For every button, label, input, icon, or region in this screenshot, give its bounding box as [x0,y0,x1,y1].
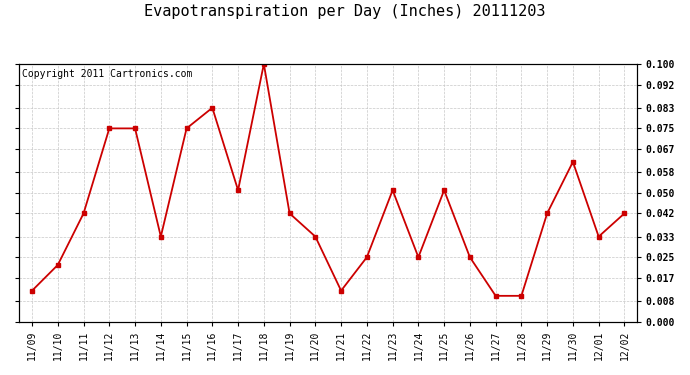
Text: Copyright 2011 Cartronics.com: Copyright 2011 Cartronics.com [22,69,193,79]
Text: Evapotranspiration per Day (Inches) 20111203: Evapotranspiration per Day (Inches) 2011… [144,4,546,19]
